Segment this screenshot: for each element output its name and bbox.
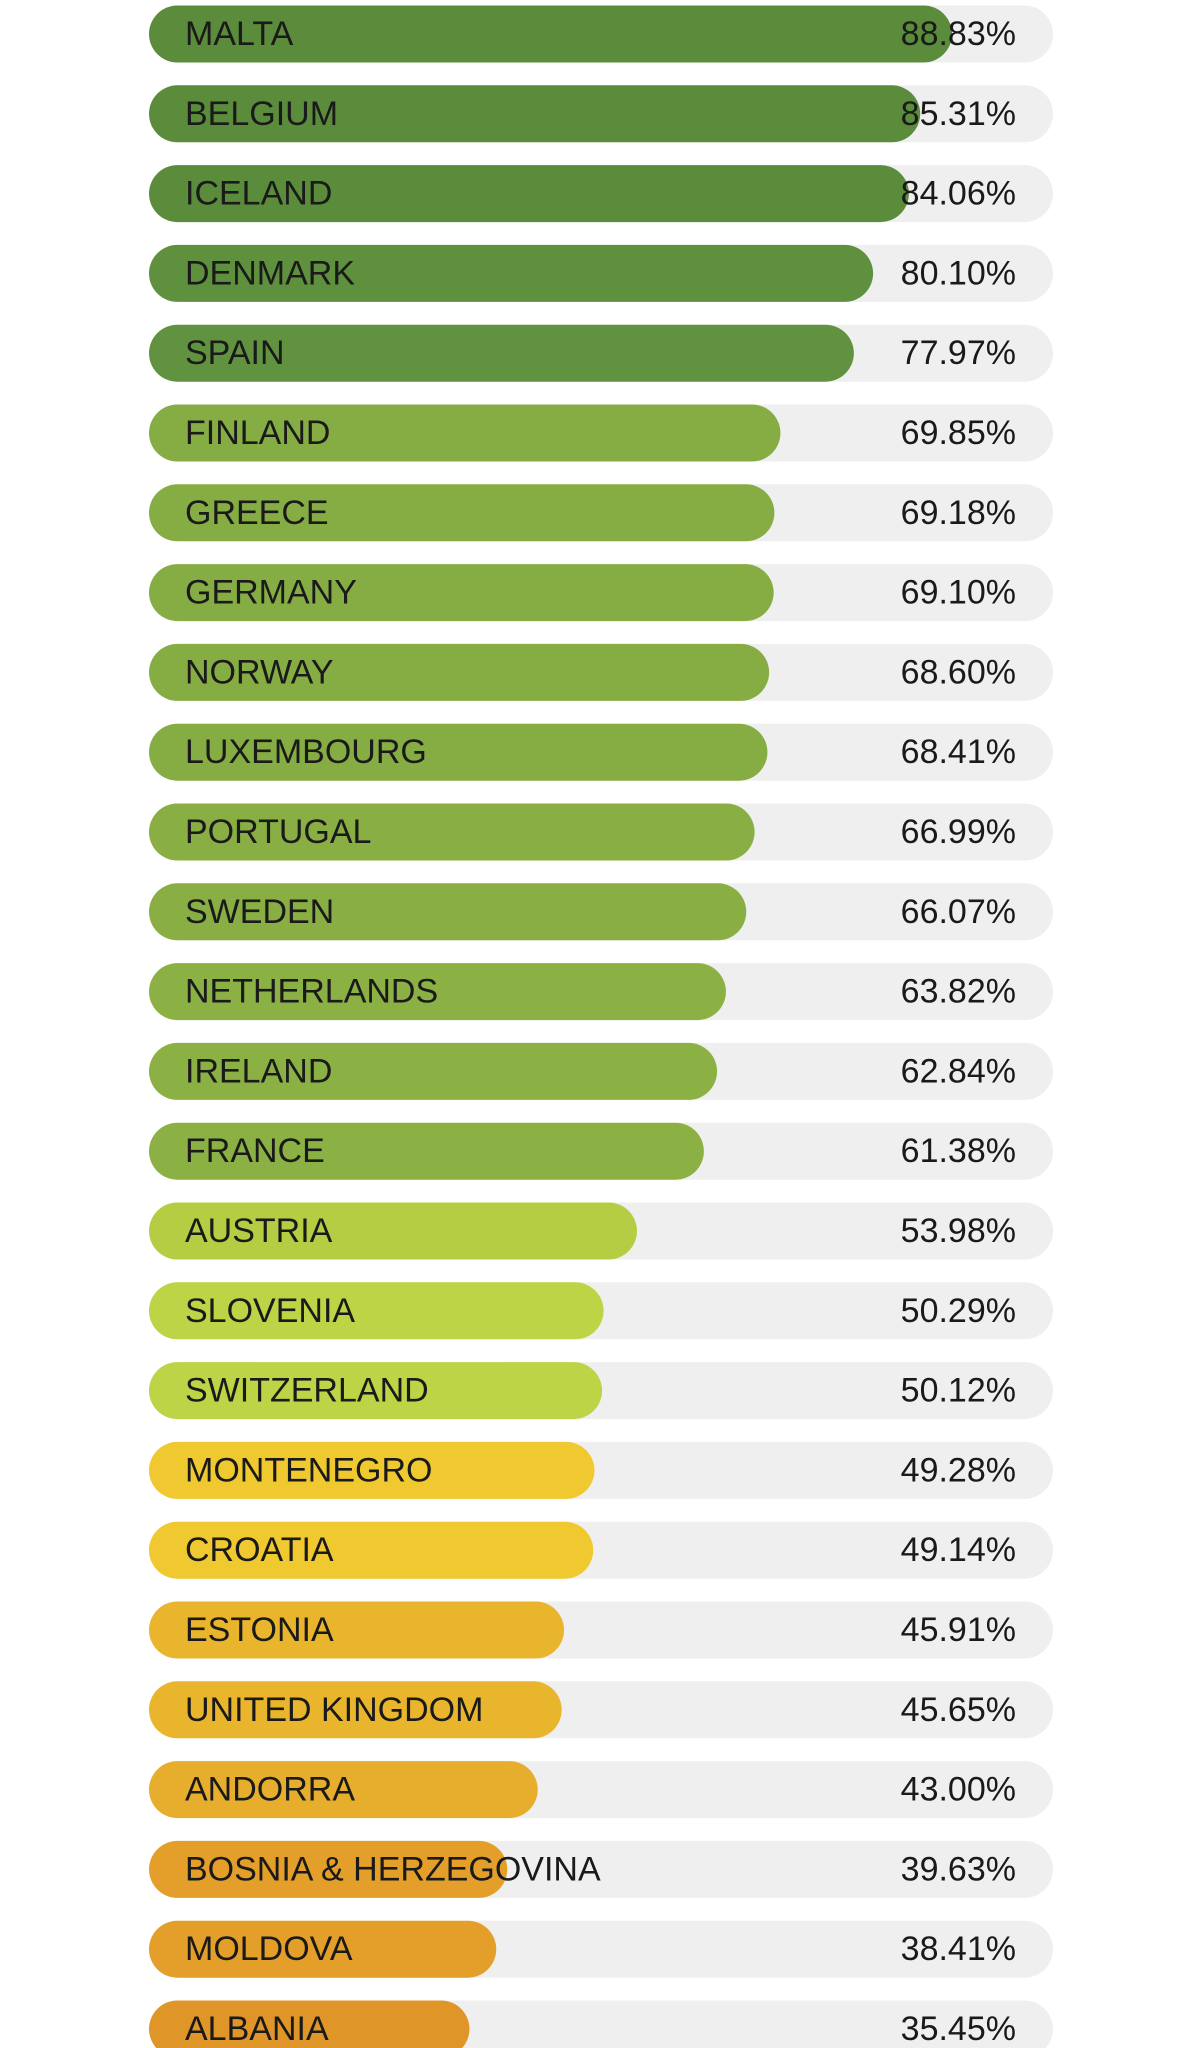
- bar: [149, 1840, 508, 1898]
- category-label: ESTONIA: [185, 1611, 334, 1649]
- value-label: 88.83%: [901, 15, 1016, 53]
- value-label: 66.07%: [901, 893, 1016, 931]
- category-label: PORTUGAL: [185, 813, 371, 851]
- category-label: NORWAY: [185, 653, 334, 691]
- bar: [149, 963, 726, 1021]
- category-label: DENMARK: [185, 254, 355, 292]
- value-label: 84.06%: [901, 175, 1016, 213]
- value-label: 69.10%: [901, 574, 1016, 612]
- category-label: BOSNIA & HERZEGOVINA: [185, 1850, 601, 1888]
- value-label: 49.28%: [901, 1451, 1016, 1489]
- category-label: MALTA: [185, 15, 294, 53]
- bar: [149, 1282, 604, 1340]
- value-label: 85.31%: [901, 95, 1016, 133]
- category-label: ICELAND: [185, 175, 332, 213]
- category-label: SWEDEN: [185, 893, 334, 931]
- category-label: SPAIN: [185, 334, 285, 372]
- bar: [149, 1122, 704, 1180]
- value-label: 69.18%: [901, 494, 1016, 532]
- category-label: GREECE: [185, 494, 329, 532]
- category-label: CROATIA: [185, 1531, 334, 1569]
- category-label: ANDORRA: [185, 1771, 355, 1809]
- category-label: MOLDOVA: [185, 1930, 353, 1968]
- value-label: 53.98%: [901, 1212, 1016, 1250]
- bar: [149, 1042, 718, 1100]
- category-label: FINLAND: [185, 414, 330, 452]
- value-label: 63.82%: [901, 973, 1016, 1011]
- bar: [149, 1681, 562, 1739]
- category-label: SWITZERLAND: [185, 1372, 429, 1410]
- bar: [149, 643, 770, 701]
- bar: [149, 324, 854, 382]
- bar: [149, 1202, 637, 1260]
- value-label: 38.41%: [901, 1930, 1016, 1968]
- category-label: FRANCE: [185, 1132, 325, 1170]
- value-label: 62.84%: [901, 1052, 1016, 1090]
- bar: [149, 484, 775, 542]
- value-label: 68.60%: [901, 653, 1016, 691]
- value-label: 45.91%: [901, 1611, 1016, 1649]
- value-label: 61.38%: [901, 1132, 1016, 1170]
- category-label: SLOVENIA: [185, 1292, 355, 1330]
- bar: [149, 2000, 470, 2048]
- value-label: 39.63%: [901, 1850, 1016, 1888]
- category-label: BELGIUM: [185, 95, 338, 133]
- value-label: 80.10%: [901, 254, 1016, 292]
- value-label: 35.45%: [901, 2010, 1016, 2048]
- bar: [149, 165, 909, 223]
- bar: [149, 1601, 565, 1659]
- category-label: UNITED KINGDOM: [185, 1691, 483, 1729]
- bar: [149, 1441, 595, 1499]
- value-label: 50.12%: [901, 1372, 1016, 1410]
- bar: [149, 1521, 594, 1579]
- category-label: GERMANY: [185, 574, 357, 612]
- bar: [149, 564, 774, 622]
- value-label: 45.65%: [901, 1691, 1016, 1729]
- bar: [149, 5, 953, 63]
- value-label: 68.41%: [901, 733, 1016, 771]
- value-label: 49.14%: [901, 1531, 1016, 1569]
- category-label: LUXEMBOURG: [185, 733, 427, 771]
- value-label: 66.99%: [901, 813, 1016, 851]
- value-label: 50.29%: [901, 1292, 1016, 1330]
- category-label: NETHERLANDS: [185, 973, 438, 1011]
- category-label: IRELAND: [185, 1052, 332, 1090]
- bar: [149, 85, 921, 143]
- bar: [149, 244, 874, 302]
- bar: [149, 883, 747, 941]
- bar: [149, 1761, 538, 1819]
- category-label: ALBANIA: [185, 2010, 329, 2048]
- bar: [149, 1362, 603, 1420]
- value-label: 43.00%: [901, 1771, 1016, 1809]
- value-label: 77.97%: [901, 334, 1016, 372]
- category-label: AUSTRIA: [185, 1212, 333, 1250]
- value-label: 69.85%: [901, 414, 1016, 452]
- bar: [149, 1920, 497, 1978]
- bar: [149, 803, 755, 861]
- category-label: MONTENEGRO: [185, 1451, 432, 1489]
- bar: [149, 723, 768, 781]
- bar: [149, 404, 781, 462]
